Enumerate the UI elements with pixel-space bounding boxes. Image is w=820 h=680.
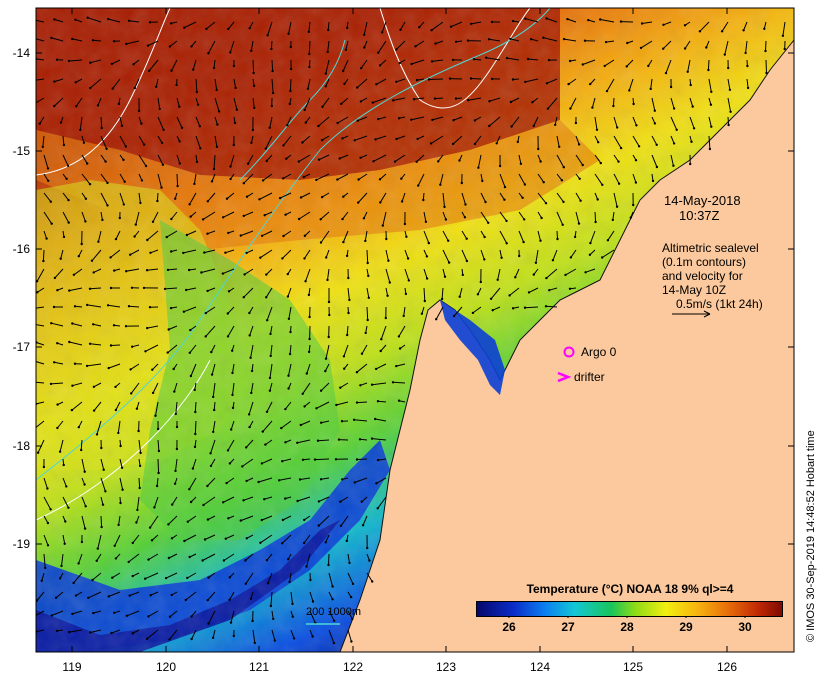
velocity-arrows [36,16,786,645]
drifter-marker-icon [557,371,572,383]
colorbar-tick-label: 28 [620,620,634,634]
map-border [35,7,795,653]
legend-line: (0.1m contours) [662,255,747,269]
drifter-label: drifter [574,370,605,384]
lon-label: 120 [155,660,177,674]
legend-line: 0.5m/s (1kt 24h) [676,297,763,311]
lon-label: 122 [342,660,364,674]
lon-label: 124 [529,660,551,674]
colorbar [476,601,783,617]
lon-label: 123 [435,660,457,674]
lon-label: 125 [622,660,644,674]
bathymetry-contours [36,8,551,481]
colorbar-title: Temperature (°C) NOAA 18 9% ql>=4 [526,582,734,596]
colorbar-tick-label: 27 [561,620,575,634]
lat-label: -15 [12,144,30,158]
argo-marker-icon [563,346,575,358]
legend-line: and velocity for [662,269,743,283]
lat-label: -14 [12,46,30,60]
sound-inlet [440,300,505,395]
map-time: 10:37Z [679,208,720,223]
coastline [339,39,794,652]
lat-label: -18 [12,439,30,453]
sealevel-contours [36,8,531,521]
velocity-scale-arrow-icon [672,310,711,318]
axis-ticks [36,8,794,652]
legend-line: Altimetric sealevel [662,241,759,255]
map-date: 14-May-2018 [664,193,741,208]
lon-label: 121 [248,660,270,674]
contour-scale-label: 200 1000m [306,606,362,618]
lat-label: -16 [12,242,30,256]
lon-label: 119 [62,660,82,674]
map-area[interactable] [29,8,794,652]
lat-label: -19 [12,537,30,551]
credit-text: © IMOS 30-Sep-2019 14:48:52 Hobart time [805,430,817,642]
land-mass [340,40,794,652]
legend-line: 14-May 10Z [662,283,727,297]
argo-label: Argo 0 [581,345,617,359]
lat-label: -17 [12,340,30,354]
lon-label: 126 [716,660,738,674]
colorbar-tick-label: 26 [502,620,516,634]
colorbar-tick-label: 29 [679,620,693,634]
colorbar-tick-label: 30 [738,620,752,634]
